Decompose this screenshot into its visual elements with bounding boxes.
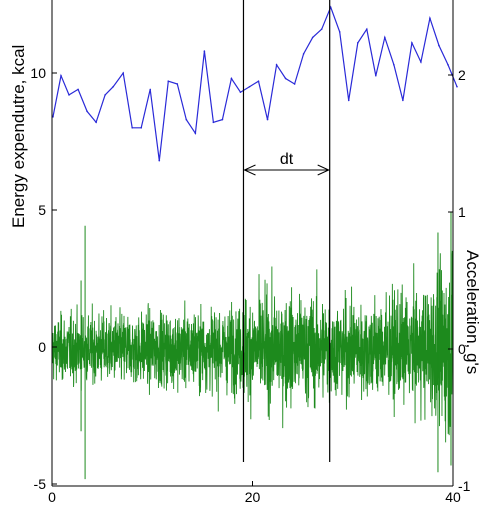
energy-point: [429, 17, 431, 20]
axes-frame: [51, 0, 454, 487]
acceleration-line: [51, 250, 454, 443]
energy-point: [420, 61, 422, 63]
y-right-tick-label: 1: [458, 204, 466, 220]
y-right-tick-label: 0: [458, 341, 466, 357]
energy-point: [104, 94, 106, 96]
y-left-tick-label: 5: [38, 202, 46, 218]
y-left-tick-label: 10: [30, 65, 46, 81]
energy-point: [212, 121, 215, 124]
energy-point: [266, 118, 269, 121]
energy-point: [95, 121, 97, 124]
x-tick-label: 40: [445, 489, 461, 505]
energy-point: [167, 80, 170, 83]
energy-point: [456, 85, 458, 88]
energy-series: [52, 5, 458, 162]
energy-line: [52, 5, 458, 161]
y-left-axis-title: Energy expendutre, kcal: [9, 45, 28, 228]
dt-arrowhead-right: [317, 164, 330, 176]
dt-arrowhead-left: [243, 164, 256, 176]
acceleration-trace: [51, 212, 454, 480]
energy-point: [112, 85, 114, 88]
energy-point: [221, 118, 224, 121]
x-tick-label: 20: [245, 489, 261, 505]
energy-point: [122, 72, 124, 74]
energy-point: [203, 50, 206, 52]
energy-point: [329, 6, 332, 9]
energy-point: [338, 31, 341, 33]
energy-point: [402, 99, 404, 102]
energy-point: [230, 77, 233, 80]
y-left-tick-label: -5: [34, 476, 47, 492]
x-tick-label: 0: [48, 489, 56, 505]
energy-point: [411, 42, 413, 44]
energy-point: [194, 132, 197, 135]
y-left-tick-label: 0: [38, 339, 46, 355]
energy-point: [365, 28, 368, 30]
energy-point: [384, 36, 386, 39]
energy-point: [375, 74, 377, 77]
energy-point: [131, 127, 133, 129]
energy-point: [77, 88, 79, 91]
energy-point: [311, 36, 314, 39]
energy-point: [447, 63, 449, 66]
energy-point: [60, 74, 62, 77]
energy-point: [347, 99, 350, 102]
energy-point: [293, 83, 296, 85]
energy-point: [185, 118, 188, 121]
energy-point: [68, 94, 70, 96]
y-right-tick-label: 2: [458, 67, 466, 83]
energy-point: [284, 77, 287, 80]
energy-point: [438, 44, 440, 47]
energy-point: [52, 116, 54, 118]
energy-point: [239, 91, 242, 93]
energy-point: [140, 127, 143, 129]
energy-point: [248, 85, 251, 88]
energy-point: [393, 63, 395, 66]
energy-point: [302, 53, 305, 55]
energy-point: [86, 110, 88, 113]
y-right-axis-title: Acceleration, g's: [463, 250, 482, 374]
energy-point: [275, 63, 278, 66]
energy-point: [320, 28, 323, 30]
energy-point: [158, 159, 161, 162]
dt-annotation: dt: [280, 151, 294, 168]
energy-point: [176, 83, 179, 85]
y-right-tick-label: -1: [458, 478, 471, 494]
energy-point: [257, 80, 260, 83]
energy-point: [149, 88, 152, 91]
energy-point: [356, 42, 359, 44]
